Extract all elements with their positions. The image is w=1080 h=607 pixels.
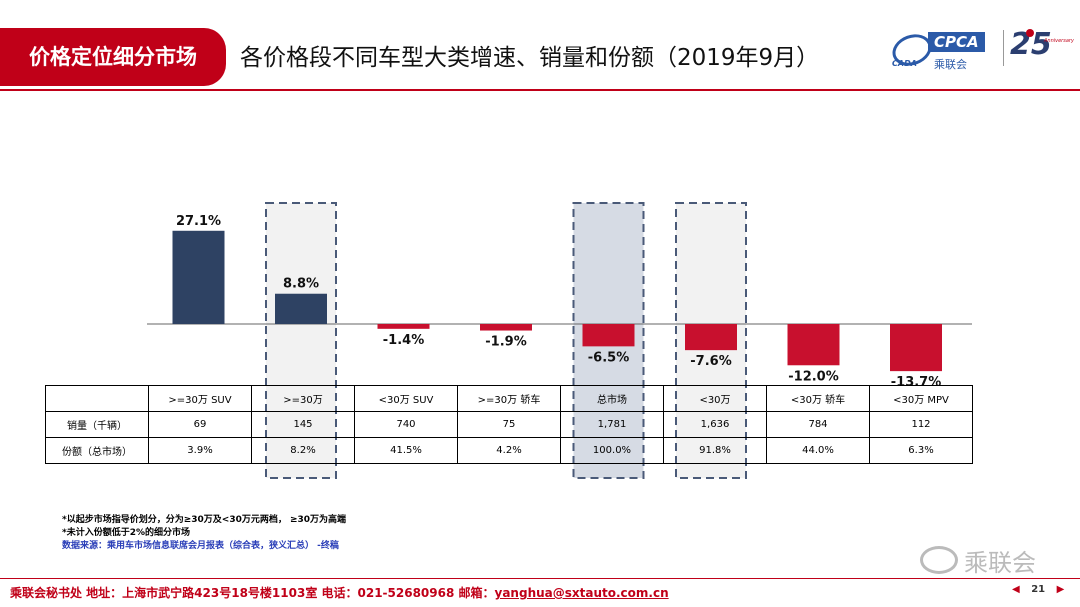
data-label: -1.9%: [485, 335, 526, 350]
table-cell: 69: [148, 411, 252, 438]
table-cell: 784: [766, 411, 870, 438]
page-number: 21: [1031, 584, 1046, 595]
table-cell: 91.8%: [663, 437, 767, 464]
anniversary-logo: 25 Anniversary: [1010, 26, 1076, 70]
anniversary-text: Anniversary: [1044, 38, 1074, 44]
data-label: -7.6%: [690, 354, 731, 369]
pager: ◀ 21 ▶: [1012, 584, 1064, 595]
bar: [685, 324, 737, 351]
data-label: 27.1%: [176, 214, 221, 229]
bar: [172, 230, 225, 324]
table-header-cell: <30万 MPV: [869, 385, 973, 412]
table-cell: 100.0%: [560, 437, 664, 464]
footer-rule: [0, 578, 1080, 579]
logo-divider: [1003, 30, 1004, 66]
table-cell: 145: [251, 411, 355, 438]
section-tag: 价格定位细分市场: [0, 28, 226, 86]
cpca-logo-subtitle: 乘联会: [934, 58, 967, 71]
table-corner-cell: [45, 385, 149, 412]
cpca-logo-tag: CPCA: [928, 32, 985, 52]
note-line-1: *以起步市场指导价划分，分为≥30万及<30万元两档， ≥30万为高端: [62, 515, 347, 525]
table-header-cell: >=30万: [251, 385, 355, 412]
bar: [787, 324, 840, 366]
data-source-note: 数据来源：乘用车市场信息联席会月报表（综合表，狭义汇总） -终稿: [62, 541, 339, 551]
table-cell: 6.3%: [869, 437, 973, 464]
table-cell: 44.0%: [766, 437, 870, 464]
table-header-cell: <30万 SUV: [354, 385, 458, 412]
cada-logo-text: CADA: [892, 59, 917, 68]
watermark: 乘联会: [920, 543, 1036, 578]
table-row-label: 份额（总市场）: [45, 437, 149, 464]
prev-slide-button[interactable]: ◀: [1012, 584, 1020, 595]
table-cell: 3.9%: [148, 437, 252, 464]
footer-email-link[interactable]: yanghua@sxtauto.com.cn: [494, 586, 669, 600]
footer-contact: 乘联会秘书处 地址：上海市武宁路423号18号楼1103室 电话：021-526…: [10, 584, 669, 601]
table-cell: 75: [457, 411, 561, 438]
table-cell: 41.5%: [354, 437, 458, 464]
slide-title: 各价格段不同车型大类增速、销量和份额（2019年9月）: [240, 45, 820, 71]
bar: [480, 324, 532, 331]
table-row: 销量（千辆） 69 145 740 75 1,781 1,636 784 112: [45, 411, 973, 438]
table-cell: 4.2%: [457, 437, 561, 464]
footer-address: 乘联会秘书处 地址：上海市武宁路423号18号楼1103室 电话：021-526…: [10, 586, 495, 600]
table-header-row: >=30万 SUV >=30万 <30万 SUV >=30万 轿车 总市场 <30万 <30…: [45, 385, 973, 412]
table-header-cell: >=30万 SUV: [148, 385, 252, 412]
table-cell: 8.2%: [251, 437, 355, 464]
table-row: 份额（总市场） 3.9% 8.2% 41.5% 4.2% 100.0% 91.8% 44.0%…: [45, 437, 973, 464]
wechat-icon: [920, 546, 958, 574]
table-cell: 1,781: [560, 411, 664, 438]
next-slide-button[interactable]: ▶: [1056, 584, 1065, 595]
table-cell: 1,636: [663, 411, 767, 438]
table-cell: 112: [869, 411, 973, 438]
bar: [582, 324, 635, 347]
data-label: -12.0%: [788, 369, 839, 384]
header-rule: [0, 89, 1080, 91]
bar: [377, 324, 430, 329]
notes: *以起步市场指导价划分，分为≥30万及<30万元两档， ≥30万为高端 *未计入…: [62, 514, 346, 553]
data-label: -1.4%: [383, 333, 424, 348]
bar: [890, 324, 942, 372]
table-header-cell: <30万 轿车: [766, 385, 870, 412]
data-label: 8.8%: [283, 277, 319, 292]
note-line-2: *未计入份额低于2%的细分市场: [62, 528, 190, 538]
table-header-cell: <30万: [663, 385, 767, 412]
table-header-cell: >=30万 轿车: [457, 385, 561, 412]
bars: [172, 230, 942, 372]
data-table: >=30万 SUV >=30万 <30万 SUV >=30万 轿车 总市场 <30万 <30…: [45, 385, 973, 464]
anniversary-dot-icon: [1026, 29, 1034, 37]
bar: [275, 293, 327, 324]
table-row-label: 销量（千辆）: [45, 411, 149, 438]
watermark-text: 乘联会: [964, 549, 1036, 577]
cpca-logo: CPCA CADA 乘联会: [888, 29, 998, 71]
data-label: -6.5%: [588, 350, 629, 365]
table-header-cell: 总市场: [560, 385, 664, 412]
table-cell: 740: [354, 411, 458, 438]
